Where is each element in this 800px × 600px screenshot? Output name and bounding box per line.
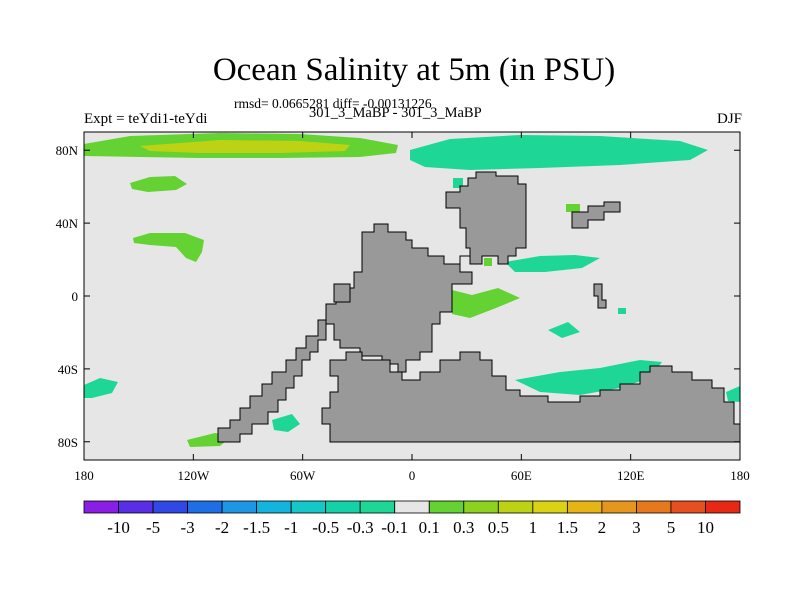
colorbar-swatch: [428, 500, 465, 514]
small-anomaly-4: [484, 258, 492, 266]
colorbar-swatch: [290, 500, 327, 514]
colorbar-swatch: [256, 500, 292, 514]
colorbar-label: -1.5: [243, 518, 270, 537]
arctic-salinity-anomaly-core: [140, 140, 350, 153]
colorbar-label: 1.5: [557, 518, 578, 537]
colorbar-swatch: [221, 500, 258, 514]
small-anomaly-2: [453, 178, 463, 188]
colorbar-label: -1: [284, 518, 298, 537]
colorbar-swatch: [325, 500, 361, 514]
lon-tick-label: 60W: [290, 468, 316, 483]
north-atlantic-anomaly: [410, 135, 708, 170]
colorbar-swatch: [463, 500, 499, 514]
colorbar-label: -0.3: [347, 518, 374, 537]
small-anomaly-1: [566, 204, 580, 212]
season-label: DJF: [716, 111, 742, 127]
colorbar-swatch: [152, 500, 188, 514]
latitude-axis: 80N 40N 0 40S 80S: [56, 143, 740, 450]
lat-tick-label: 80S: [58, 435, 78, 450]
tropical-anomaly: [452, 288, 520, 318]
lat-tick-label: 80N: [56, 143, 79, 158]
colorbar-swatch: [394, 500, 430, 514]
colorbar-swatch: [187, 500, 223, 514]
colorbar-label: -2: [215, 518, 229, 537]
colorbar-label: 2: [598, 518, 607, 537]
comparison-label: 301_3_MaBP - 301_3_MaBP: [309, 105, 482, 121]
land-mass-east: [571, 201, 621, 229]
colorbar-label: 10: [697, 518, 714, 537]
colorbar-legend: -10 -5 -3 -2 -1.5 -1 -0.5 -0.3 -0.1 0.1 0.3 0.5 1 1.5…: [83, 500, 741, 537]
colorbar-label: 3: [632, 518, 641, 537]
land-mass-east-2: [593, 283, 607, 309]
colorbar-label: 5: [667, 518, 676, 537]
colorbar-swatch: [705, 500, 741, 514]
colorbar-swatch: [670, 500, 706, 514]
colorbar-swatch: [566, 500, 603, 514]
map-plot-area: 180 120W 60W 0 60E 120E 180 80N 40N 0 40S 80S: [56, 131, 750, 483]
colorbar-label: 0.5: [488, 518, 509, 537]
colorbar-swatch: [83, 500, 119, 514]
colorbar-swatch: [118, 500, 154, 514]
colorbar-label: -3: [180, 518, 194, 537]
experiment-label: Expt = teYdi1-teYdi: [84, 111, 208, 127]
colorbar-swatch: [532, 500, 568, 514]
mid-pacific-anomaly: [133, 233, 204, 262]
colorbar-label: 0.3: [453, 518, 474, 537]
colorbar-swatch: [601, 500, 637, 514]
small-anomaly-3: [618, 308, 626, 314]
lon-tick-label: 0: [409, 468, 416, 483]
map-title: Ocean Salinity at 5m (in PSU): [212, 52, 616, 88]
colorbar-swatch: [636, 500, 672, 514]
colorbar-label: 1: [529, 518, 538, 537]
east-anomaly: [548, 322, 580, 338]
colorbar-swatch: [497, 500, 534, 514]
land-mass-southern: [321, 351, 740, 443]
land-mass-ridge-west: [217, 319, 327, 443]
colorbar-label: -5: [146, 518, 160, 537]
lat-tick-label: 0: [72, 289, 79, 304]
lon-tick-label: 120E: [617, 468, 645, 483]
stats-line: rmsd= 0.0665281 diff= -0.00131226: [234, 96, 432, 111]
land-mass-island: [333, 283, 351, 303]
colorbar-label: -0.1: [381, 518, 408, 537]
colorbar-label: 0.1: [419, 518, 440, 537]
colorbar-swatch: [359, 500, 396, 514]
southern-anomaly-pacific: [272, 414, 300, 432]
lon-tick-label: 120W: [177, 468, 210, 483]
indian-ocean-anomaly: [505, 255, 600, 272]
southern-anomaly-west: [84, 378, 118, 398]
lon-tick-label: 180: [730, 468, 750, 483]
lon-tick-label: 180: [74, 468, 94, 483]
north-pacific-anomaly: [130, 176, 187, 192]
lat-tick-label: 40S: [58, 362, 78, 377]
lat-tick-label: 40N: [56, 216, 79, 231]
colorbar-label: -10: [107, 518, 130, 537]
lon-tick-label: 60E: [511, 468, 532, 483]
southern-anomaly-east: [726, 386, 740, 402]
colorbar-label: -0.5: [312, 518, 339, 537]
longitude-axis: 180 120W 60W 0 60E 120E 180: [74, 132, 750, 483]
